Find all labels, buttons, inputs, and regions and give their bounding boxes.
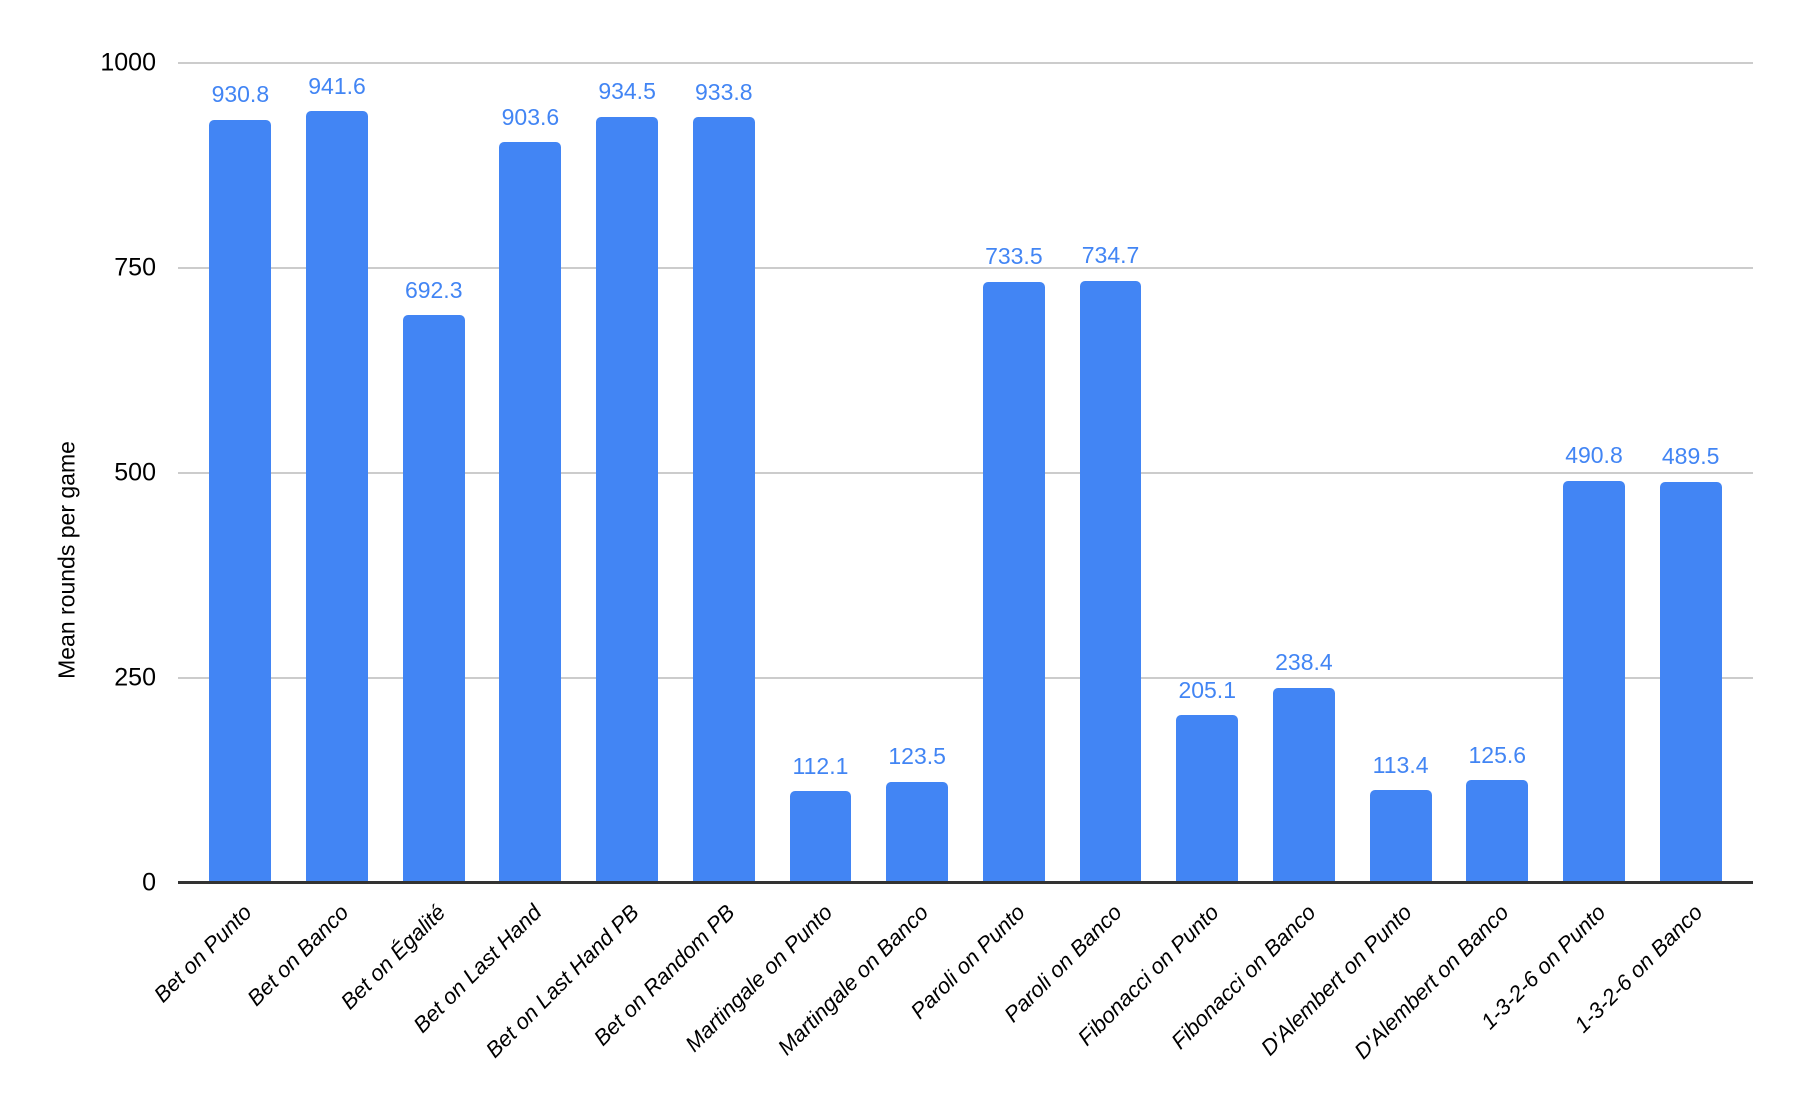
bar[interactable]: [692, 117, 755, 883]
y-tick-label: 500: [114, 458, 156, 487]
bar[interactable]: [1079, 280, 1142, 883]
bar[interactable]: [886, 781, 949, 883]
bar[interactable]: [1369, 790, 1432, 883]
bar-value-label: 934.5: [598, 78, 656, 105]
bar-group: 205.1 Fibonacci on Punto: [1073, 63, 1256, 1050]
bar-value-label: 941.6: [308, 72, 366, 99]
x-axis-label: Bet on Punto: [148, 899, 257, 1008]
bar-value-label: 903.6: [501, 103, 560, 130]
bar-group: 941.6 Bet on Banco: [242, 63, 386, 1011]
bar-value-label: 930.8: [211, 81, 270, 108]
y-axis-title: Mean rounds per game: [53, 441, 80, 679]
bar-value-label: 692.3: [404, 277, 463, 304]
gridline: [178, 267, 1753, 269]
gridline: [178, 472, 1753, 474]
bar[interactable]: [1272, 687, 1335, 883]
bar-group: 112.1 Martingale on Punto: [680, 63, 869, 1056]
bar-value-label: 123.5: [888, 743, 946, 770]
x-axis-baseline: [178, 881, 1753, 884]
bar[interactable]: [306, 110, 368, 883]
bar-group: 125.6 D'Alembert on Banco: [1349, 63, 1546, 1064]
y-tick-label: 250: [114, 663, 156, 692]
bar[interactable]: [1659, 481, 1722, 883]
gridline: [178, 677, 1753, 679]
gridline: [178, 62, 1753, 64]
x-axis-label: Bet on Banco: [242, 899, 354, 1011]
bar-value-label: 205.1: [1178, 676, 1236, 703]
bar-group: 238.4 Fibonacci on Banco: [1166, 63, 1353, 1054]
bar[interactable]: [596, 116, 659, 883]
bar-group: 734.7 Paroli on Banco: [999, 63, 1159, 1027]
bar-value-label: 734.7: [1081, 242, 1140, 269]
y-tick-label: 1000: [100, 48, 156, 77]
bar-group: 933.8 Bet on Random PB: [589, 63, 772, 1050]
bar-value-label: 113.4: [1372, 751, 1429, 778]
bar[interactable]: [1466, 780, 1529, 883]
bar-group: 490.8 1-3-2-6 on Punto: [1476, 63, 1643, 1034]
bar-value-label: 733.5: [985, 243, 1043, 270]
bar[interactable]: [1176, 714, 1239, 883]
plot-area: 0 250 500 750 1000 930.8 Bet on Punto 941.6 Bet…: [100, 50, 1753, 1064]
bar-value-label: 490.8: [1565, 442, 1623, 469]
y-tick-label: 0: [142, 868, 156, 897]
bar-value-label: 933.8: [695, 79, 753, 105]
bar-group: 930.8 Bet on Punto: [149, 63, 289, 1007]
bar[interactable]: [209, 119, 272, 883]
bar-group: 934.5 Bet on Last Hand PB: [480, 63, 676, 1063]
bars-layer: 930.8 Bet on Punto 941.6 Bet on Banco 692.3 B…: [149, 63, 1753, 1064]
bar-group: 903.6 Bet on Last Hand: [409, 63, 579, 1037]
bar-group: 489.5 1-3-2-6 on Banco: [1569, 63, 1739, 1037]
bar-value-label: 125.6: [1468, 741, 1527, 768]
bar-value-label: 238.4: [1275, 649, 1333, 676]
bar-group: 692.3 Bet on Égalité: [335, 63, 482, 1014]
bar[interactable]: [402, 315, 465, 883]
y-tick-label: 750: [114, 253, 156, 282]
bar[interactable]: [789, 791, 852, 883]
bar-value-label: 112.1: [792, 752, 849, 779]
bar-value-label: 489.5: [1661, 443, 1720, 470]
bar[interactable]: [499, 142, 562, 883]
bar[interactable]: [982, 281, 1045, 883]
bar-group: 733.5 Paroli on Punto: [906, 63, 1063, 1024]
bar-group: 113.4 D'Alembert on Punto: [1256, 63, 1449, 1060]
bar-group: 123.5 Martingale on Banco: [773, 63, 966, 1060]
bar[interactable]: [1563, 480, 1625, 883]
